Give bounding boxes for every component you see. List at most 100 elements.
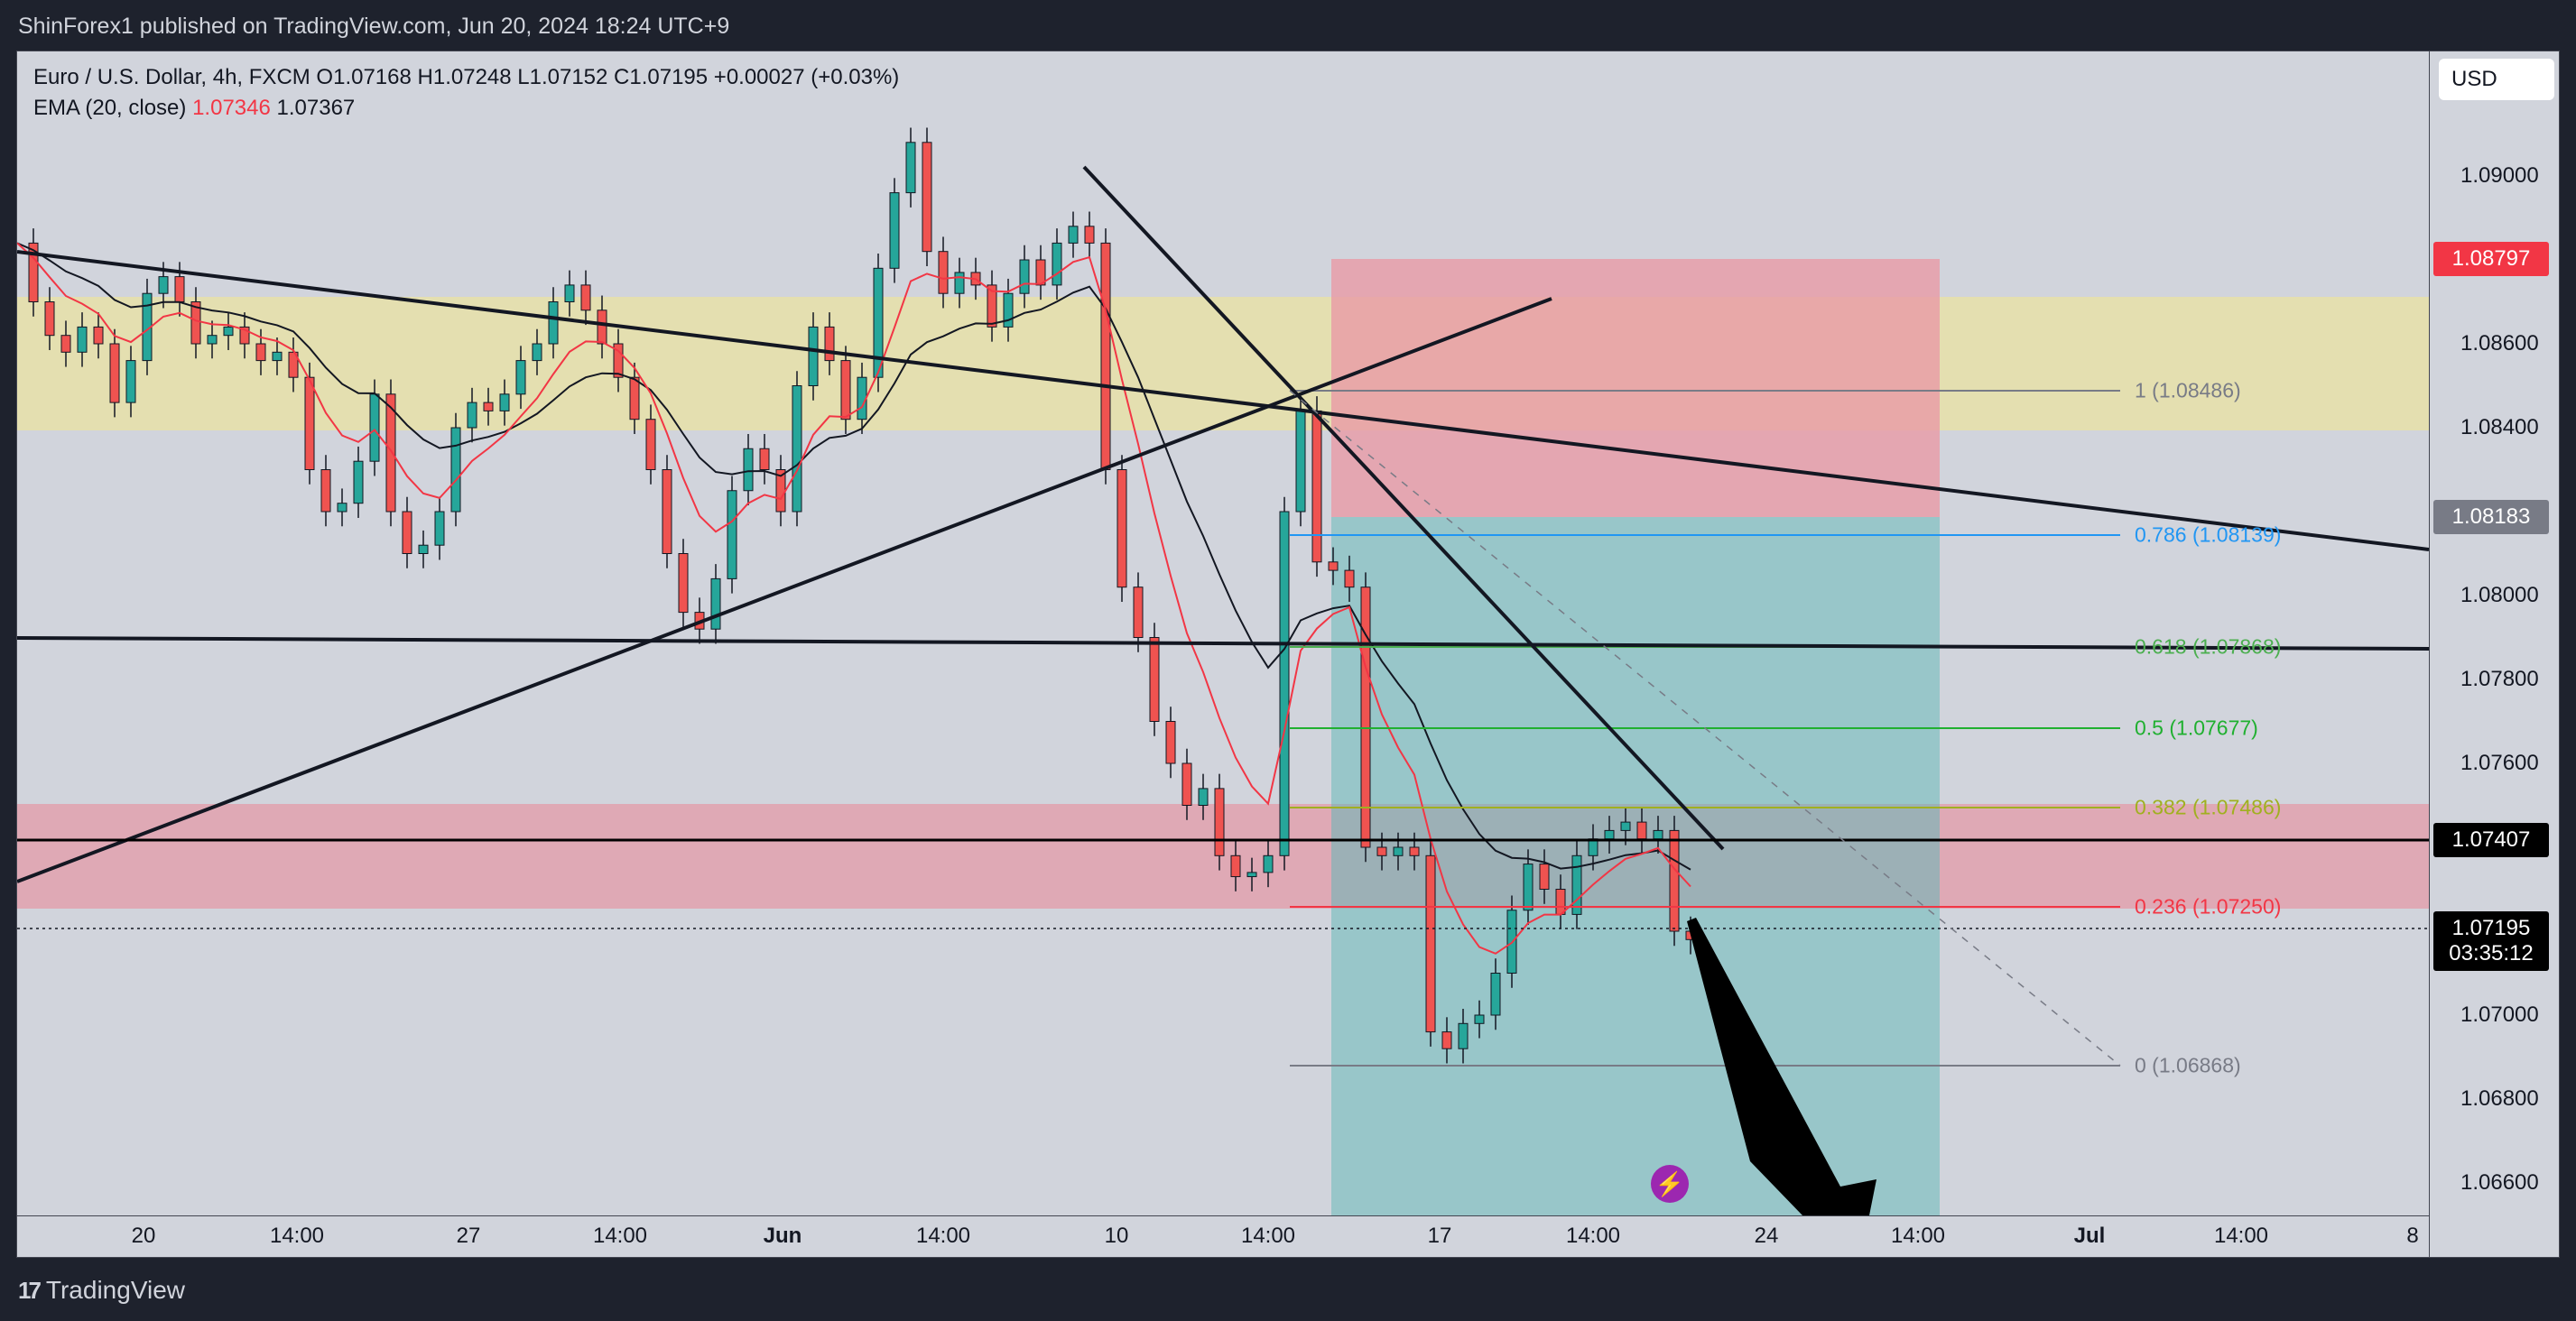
time-tick-label: 14:00: [1565, 1224, 1621, 1248]
candle-body: [304, 376, 315, 471]
fib-level-label: 0.786 (1.08139): [2135, 522, 2282, 547]
candle-body: [158, 276, 169, 294]
candle-body: [320, 469, 331, 513]
ema-value-2: 1.07367: [276, 96, 356, 120]
candle-body: [710, 577, 721, 630]
candle-body: [515, 360, 526, 395]
candle-body: [987, 284, 997, 328]
candle-body: [353, 460, 364, 504]
tradingview-logo[interactable]: 17 TradingView: [18, 1276, 185, 1305]
ema-legend: EMA (20, close) 1.07346 1.07367: [33, 93, 899, 124]
candle-body: [1279, 511, 1290, 856]
candle-body: [1311, 410, 1322, 563]
candle-body: [255, 343, 266, 362]
candle-body: [239, 326, 250, 345]
candle-body: [1539, 864, 1550, 890]
candle-body: [1636, 821, 1647, 840]
candle-body: [77, 326, 88, 353]
candle-body: [1409, 846, 1420, 856]
candle-body: [954, 272, 965, 294]
published-text: ShinForex1 published on TradingView.com,…: [18, 14, 730, 39]
ema-label: EMA (20, close): [33, 96, 187, 120]
ascending-trendline: [17, 297, 1552, 883]
candle-body: [922, 142, 932, 253]
lightning-icon[interactable]: ⚡: [1651, 1165, 1689, 1203]
time-tick-label: 14:00: [1240, 1224, 1296, 1248]
fib-level-label: 1 (1.08486): [2135, 378, 2241, 402]
candle-body: [190, 301, 201, 345]
candle-body: [1474, 1014, 1485, 1024]
projection-arrow: [1687, 918, 1876, 1215]
price-tick-label: 1.06600: [2460, 1170, 2539, 1195]
candle-body: [1246, 872, 1257, 878]
price-tick-label: 1.07000: [2460, 1002, 2539, 1027]
price-tick-label: 1.09000: [2460, 163, 2539, 188]
candle-body: [727, 490, 737, 579]
candle-body: [1198, 788, 1209, 807]
candle-body: [1441, 1031, 1452, 1049]
candle-body: [385, 393, 396, 513]
candle-body: [905, 142, 916, 194]
candle-body: [109, 343, 120, 403]
candle-body: [1181, 762, 1192, 806]
time-tick-label: 24: [1754, 1224, 1779, 1248]
chart-pane[interactable]: Euro / U.S. Dollar, 4h, FXCM O1.07168 H1…: [16, 51, 2560, 1258]
steep-downtrend-line: [1082, 165, 1725, 851]
candle-body: [1003, 292, 1014, 328]
price-axis[interactable]: USD 1.09000 1.08600 1.08400 1.08000 1.07800 1…: [2429, 51, 2559, 1257]
candle-body: [1230, 854, 1241, 878]
candle-body: [174, 276, 185, 303]
candle-body: [499, 393, 510, 411]
candle-body: [1490, 973, 1501, 1016]
candle-body: [1052, 242, 1062, 286]
candle-body: [759, 448, 770, 470]
candle-body: [125, 360, 136, 403]
candle-body: [613, 343, 624, 378]
candle-body: [1523, 864, 1534, 911]
candle-body: [1328, 561, 1339, 571]
candle-body: [678, 553, 689, 614]
candle-body: [1425, 854, 1436, 1033]
fib-level-label: 0.5 (1.07677): [2135, 716, 2258, 740]
price-badge: 1.07407: [2433, 823, 2549, 857]
candle-body: [434, 511, 445, 546]
candle-body: [1100, 242, 1111, 470]
fib-level-label: 0.382 (1.07486): [2135, 795, 2282, 819]
candle-body: [402, 511, 412, 554]
tradingview-logo-icon: 17: [18, 1276, 42, 1304]
supply-zone: [17, 297, 2429, 430]
candle-body: [938, 251, 949, 294]
candle-body: [1117, 469, 1127, 588]
candle-body: [1604, 829, 1615, 840]
candle-body: [645, 419, 656, 471]
price-tick-label: 1.07600: [2460, 751, 2539, 775]
currency-button[interactable]: USD: [2439, 59, 2554, 100]
chart-legend: Euro / U.S. Dollar, 4h, FXCM O1.07168 H1…: [33, 62, 899, 124]
fib-diagonal: [1289, 390, 2121, 1067]
candle-body: [1360, 587, 1371, 848]
fib-level-label: 0 (1.06868): [2135, 1053, 2241, 1077]
price-badge-value: 1.08183: [2451, 504, 2531, 529]
footer-bar: 17 TradingView: [0, 1258, 2576, 1321]
price-tick-label: 1.08600: [2460, 331, 2539, 356]
time-tick-label: 14:00: [915, 1224, 971, 1248]
stop-loss-zone: [1331, 259, 1940, 517]
fib-level-label: 0.236 (1.07250): [2135, 894, 2282, 919]
price-tick-label: 1.08400: [2460, 415, 2539, 439]
fib-level-label: 0.618 (1.07868): [2135, 634, 2282, 659]
price-badge-value: 1.07195: [2451, 916, 2531, 940]
time-axis[interactable]: 20 14:00 27 14:00 Jun 14:00 10 14:00 17 14:00 24 14…: [17, 1215, 2429, 1257]
candle-body: [564, 284, 575, 302]
candle-body: [93, 326, 104, 345]
price-plot[interactable]: [17, 51, 2429, 1215]
candle-body: [483, 402, 494, 411]
price-badge-value: 1.08797: [2451, 246, 2531, 271]
time-tick-label: 14:00: [269, 1224, 325, 1248]
candle-body: [1669, 829, 1680, 932]
time-tick-label: 20: [131, 1224, 156, 1248]
candle-body: [1620, 821, 1631, 831]
candle-body: [1035, 259, 1046, 286]
candle-body: [1571, 854, 1582, 915]
time-tick-label: 17: [1427, 1224, 1452, 1248]
publish-header: ShinForex1 published on TradingView.com,…: [0, 0, 2576, 51]
